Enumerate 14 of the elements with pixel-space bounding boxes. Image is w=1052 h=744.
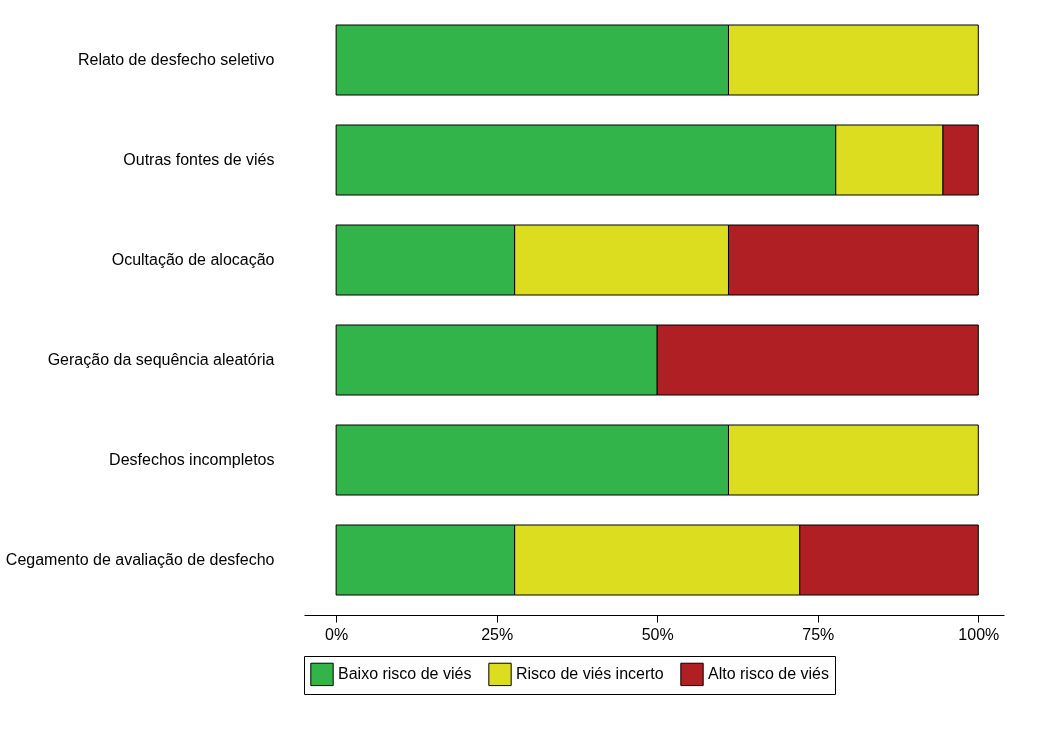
x-tick-label: 100% [958, 625, 1000, 643]
legend-label: Alto risco de viés [708, 665, 829, 683]
x-tick-label: 75% [802, 625, 835, 643]
y-tick-label: Geração da sequência aleatória [47, 351, 275, 368]
y-tick-label: Relato de desfecho seletivo [77, 51, 275, 68]
x-tick-label: 0% [325, 625, 349, 643]
x-tick-label: 25% [481, 625, 514, 643]
y-tick-label: Cegamento de avaliação de desfecho [5, 551, 275, 568]
x-tick-label: 50% [641, 625, 674, 643]
y-tick-label: Ocultação de alocação [111, 251, 275, 268]
legend-label: Risco de viés incerto [516, 665, 664, 683]
y-tick-label: Outras fontes de viés [123, 151, 275, 168]
y-tick-label: Desfechos incompletos [109, 451, 275, 468]
legend-label: Baixo risco de viés [338, 665, 472, 683]
